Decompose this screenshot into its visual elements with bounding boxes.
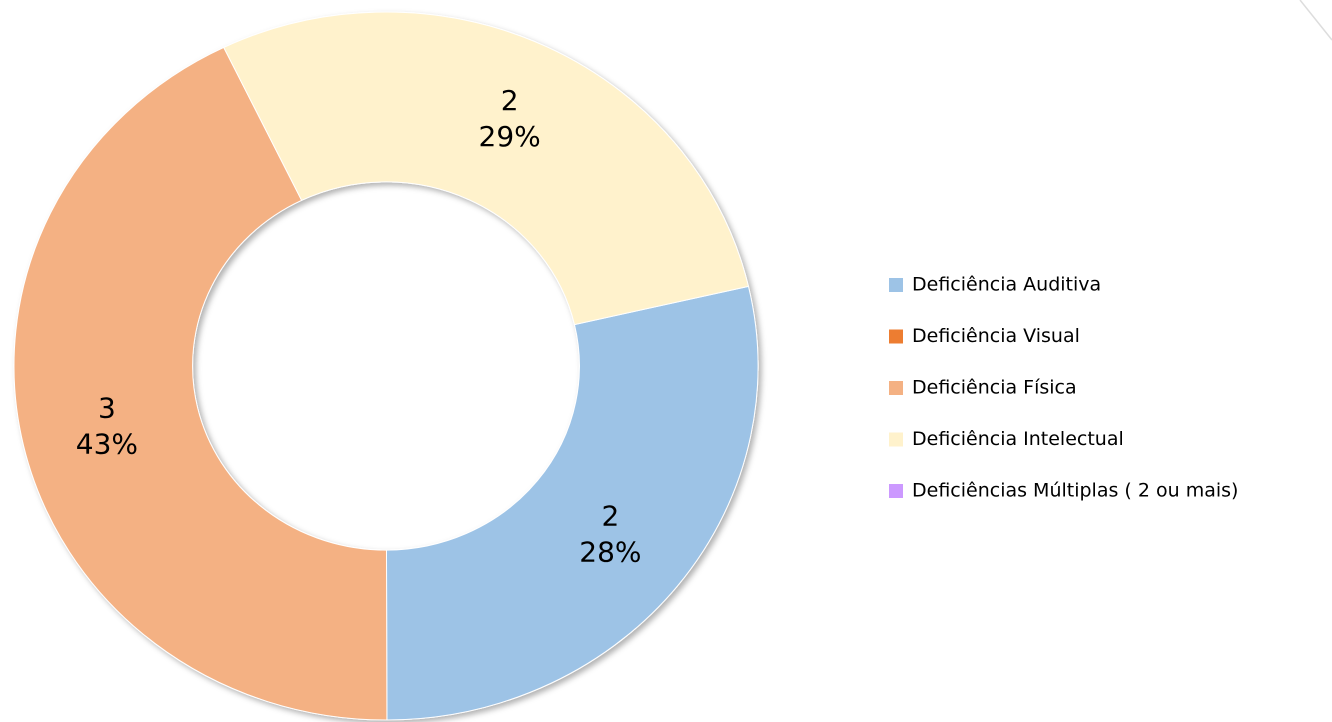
donut [13,11,759,721]
slice [13,46,388,721]
slice [223,11,750,326]
legend-label: Deficiência Intelectual [912,428,1124,450]
data-label: 29% [479,120,541,153]
data-label: 2 [501,84,519,117]
legend-swatch [889,278,903,292]
data-label: 43% [76,427,138,460]
decoration [1299,0,1332,41]
legend-label: Deficiências Múltiplas ( 2 ou mais) [912,480,1238,502]
legend-label: Deficiência Física [912,377,1077,399]
data-label: 2 [601,499,619,532]
legend-label: Deficiência Auditiva [912,274,1101,296]
data-label: 3 [98,391,116,424]
legend-swatch [889,329,903,344]
legend-label: Deficiência Visual [912,325,1080,347]
legend-swatch [889,381,903,395]
legend-swatch [889,484,903,498]
data-label: 28% [579,535,641,568]
legend-swatch [889,432,903,447]
slice [385,285,759,721]
